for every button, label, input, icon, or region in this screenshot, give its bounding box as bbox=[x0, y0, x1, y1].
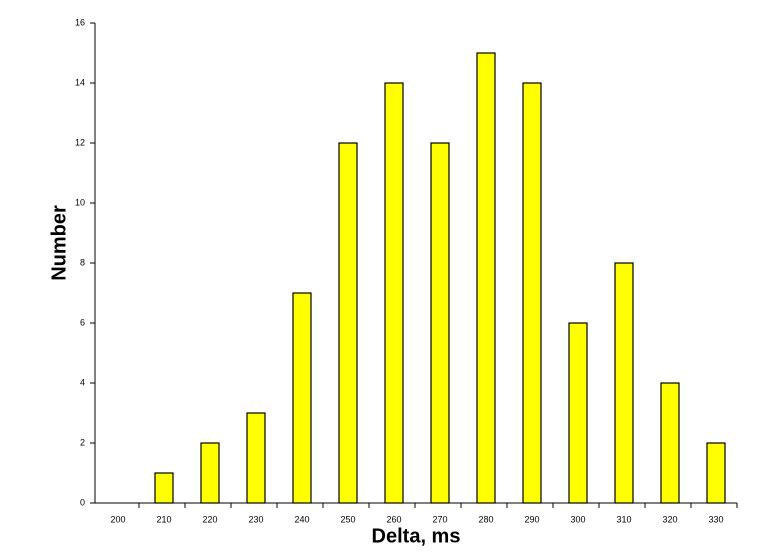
x-tick-label: 240 bbox=[294, 514, 309, 524]
bar bbox=[614, 262, 634, 504]
x-tick-label: 310 bbox=[616, 514, 631, 524]
x-tick-label: 290 bbox=[524, 514, 539, 524]
bar bbox=[430, 142, 450, 504]
bar bbox=[568, 322, 588, 504]
bar bbox=[384, 82, 404, 504]
y-tick-label: 10 bbox=[75, 197, 85, 207]
y-tick-label: 12 bbox=[75, 137, 85, 147]
bar bbox=[338, 142, 358, 504]
x-axis-title: Delta, ms bbox=[372, 525, 461, 547]
y-tick-label: 14 bbox=[75, 77, 85, 87]
bar bbox=[154, 472, 174, 504]
x-tick-label: 210 bbox=[156, 514, 171, 524]
bar bbox=[246, 412, 266, 504]
bar bbox=[660, 382, 680, 504]
y-axis-title: Number bbox=[48, 205, 70, 281]
x-tick-label: 320 bbox=[662, 514, 677, 524]
y-tick-label: 6 bbox=[80, 317, 85, 327]
x-tick-label: 220 bbox=[202, 514, 217, 524]
x-tick-label: 280 bbox=[478, 514, 493, 524]
x-tick-label: 250 bbox=[340, 514, 355, 524]
y-tick-label: 16 bbox=[75, 17, 85, 27]
y-tick-label: 8 bbox=[80, 257, 85, 267]
x-tick-label: 300 bbox=[570, 514, 585, 524]
y-tick-label: 2 bbox=[80, 437, 85, 447]
x-tick-label: 260 bbox=[386, 514, 401, 524]
x-tick-label: 330 bbox=[708, 514, 723, 524]
bar bbox=[706, 442, 726, 504]
bar bbox=[292, 292, 312, 504]
y-tick-label: 4 bbox=[80, 377, 85, 387]
bar bbox=[476, 52, 496, 504]
x-tick-label: 200 bbox=[110, 514, 125, 524]
y-tick-label: 0 bbox=[80, 497, 85, 507]
bar bbox=[522, 82, 542, 504]
x-tick-label: 270 bbox=[432, 514, 447, 524]
x-tick-label: 230 bbox=[248, 514, 263, 524]
bar bbox=[200, 442, 220, 504]
